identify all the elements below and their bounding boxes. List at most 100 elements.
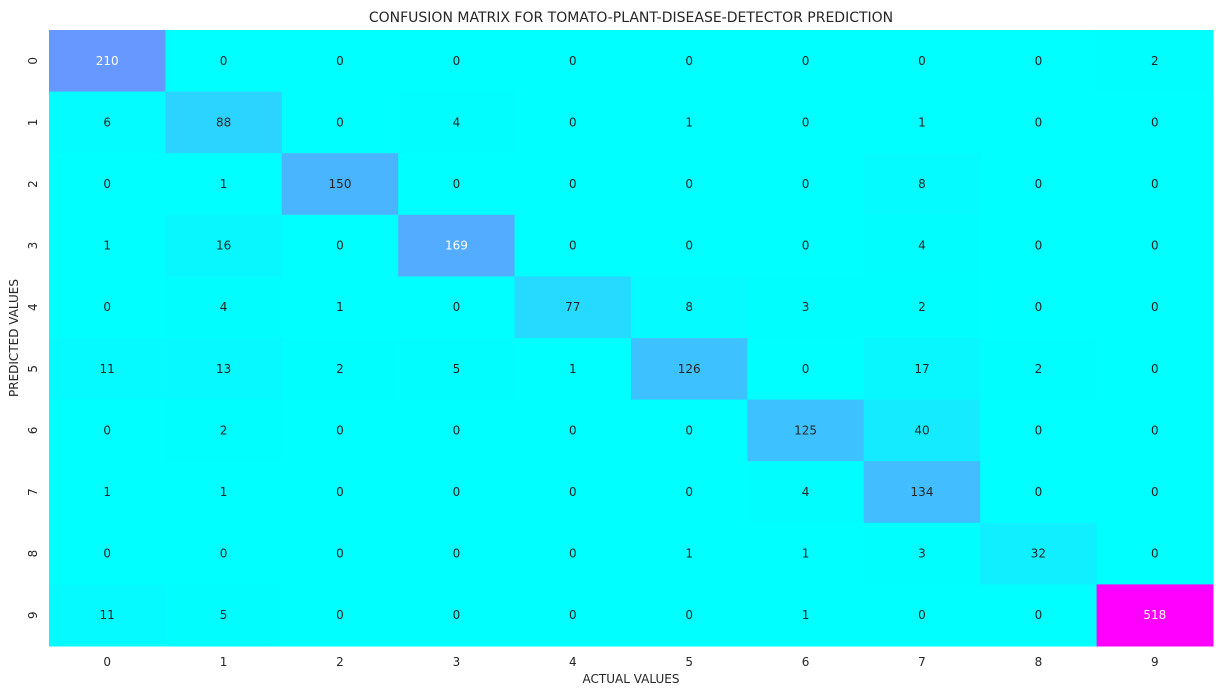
heatmap-cell [281, 522, 399, 585]
cell-value-label: 0 [685, 177, 693, 191]
heatmap-cell [514, 276, 632, 339]
cell-value-label: 0 [1035, 115, 1043, 129]
cell-value-label: 0 [1035, 300, 1043, 314]
cell-value-label: 0 [336, 485, 344, 499]
x-tick-label: 5 [685, 655, 693, 669]
chart-title: CONFUSION MATRIX FOR TOMATO-PLANT-DISEAS… [369, 10, 893, 26]
x-tick-label: 9 [1151, 655, 1159, 669]
cell-value-label: 126 [678, 362, 701, 376]
cell-value-label: 0 [336, 423, 344, 437]
heatmap-cell [49, 584, 166, 647]
x-tick-label: 2 [336, 655, 344, 669]
cell-value-label: 2 [220, 423, 228, 437]
cell-value-label: 210 [96, 54, 119, 68]
heatmap-cell [165, 276, 283, 339]
cell-value-label: 0 [802, 362, 810, 376]
heatmap-cell [514, 214, 632, 277]
cell-value-label: 0 [336, 115, 344, 129]
cell-value-label: 0 [1151, 362, 1159, 376]
cell-value-label: 13 [216, 362, 231, 376]
cell-value-label: 0 [103, 177, 111, 191]
heatmap-cell [631, 91, 748, 154]
cell-value-label: 1 [802, 547, 810, 561]
heatmap-cell [747, 153, 865, 216]
heatmap-cell [398, 399, 516, 462]
cell-value-label: 1 [220, 177, 228, 191]
heatmap-cell [281, 338, 399, 401]
cell-value-label: 0 [802, 115, 810, 129]
heatmap-cell [631, 522, 748, 585]
y-tick-label: 9 [26, 611, 40, 619]
heatmap-cell [1096, 30, 1214, 93]
heatmap-cell [631, 399, 748, 462]
heatmap-cell [863, 30, 981, 93]
cell-value-label: 17 [914, 362, 929, 376]
cell-value-label: 6 [103, 115, 111, 129]
heatmap-cell [514, 30, 632, 93]
x-tick-label: 3 [453, 655, 461, 669]
heatmap-cell [398, 522, 516, 585]
heatmap-cell [863, 461, 981, 524]
x-tick-label: 0 [103, 655, 111, 669]
x-tick-label: 8 [1035, 655, 1043, 669]
heatmap-cell [49, 153, 166, 216]
x-tick-label: 4 [569, 655, 577, 669]
heatmap-cell [631, 338, 748, 401]
cell-value-label: 0 [802, 239, 810, 253]
heatmap-cell [980, 153, 1098, 216]
cell-value-label: 0 [802, 177, 810, 191]
heatmap-cell [398, 30, 516, 93]
heatmap-cell [631, 584, 748, 647]
heatmap-cell [514, 338, 632, 401]
heatmap-cell [747, 214, 865, 277]
heatmap-cell [747, 399, 865, 462]
heatmap-cell [747, 584, 865, 647]
y-tick-label: 2 [26, 180, 40, 188]
cell-value-label: 0 [1151, 423, 1159, 437]
cell-value-label: 1 [103, 485, 111, 499]
cell-value-label: 4 [220, 300, 228, 314]
cell-value-label: 0 [918, 54, 926, 68]
cell-value-label: 0 [1151, 177, 1159, 191]
cell-value-label: 0 [685, 608, 693, 622]
heatmap-cell [863, 214, 981, 277]
cell-value-label: 0 [685, 485, 693, 499]
x-axis-ticks: 0 1 2 3 4 5 6 7 8 9 [103, 655, 1158, 669]
cell-value-label: 0 [1035, 485, 1043, 499]
heatmap-cell [1096, 214, 1214, 277]
cell-value-label: 169 [445, 239, 468, 253]
heatmap-cell [514, 91, 632, 154]
heatmap-cell [980, 30, 1098, 93]
cell-value-label: 0 [103, 423, 111, 437]
heatmap-cell [281, 30, 399, 93]
cell-value-label: 0 [336, 608, 344, 622]
cell-value-label: 0 [103, 547, 111, 561]
heatmap-cell [863, 338, 981, 401]
cell-value-label: 0 [569, 239, 577, 253]
heatmap-cell [398, 461, 516, 524]
cell-value-label: 1 [802, 608, 810, 622]
heatmap-cell [398, 584, 516, 647]
heatmap-cells: 210 0 0 0 0 0 0 0 0 26 88 0 4 0 1 0 1 0 00 1 150 0 0 0 0 8 0 01 16 0 1… [49, 30, 1214, 647]
cell-value-label: 0 [802, 54, 810, 68]
cell-value-label: 0 [453, 547, 461, 561]
cell-value-label: 77 [565, 300, 580, 314]
heatmap-cell [1096, 276, 1214, 339]
cell-value-label: 1 [336, 300, 344, 314]
cell-value-label: 5 [453, 362, 461, 376]
cell-value-label: 1 [103, 239, 111, 253]
heatmap-cell [165, 522, 283, 585]
heatmap-cell [631, 30, 748, 93]
heatmap-cell [165, 30, 283, 93]
heatmap-cell [398, 153, 516, 216]
cell-value-label: 16 [216, 239, 231, 253]
cell-value-label: 4 [918, 239, 926, 253]
cell-value-label: 0 [453, 608, 461, 622]
heatmap-cell [631, 276, 748, 339]
heatmap-cell [1096, 91, 1214, 154]
cell-value-label: 0 [453, 485, 461, 499]
cell-value-label: 1 [685, 115, 693, 129]
heatmap-cell [49, 30, 166, 93]
heatmap-cell [980, 276, 1098, 339]
cell-value-label: 150 [329, 177, 352, 191]
